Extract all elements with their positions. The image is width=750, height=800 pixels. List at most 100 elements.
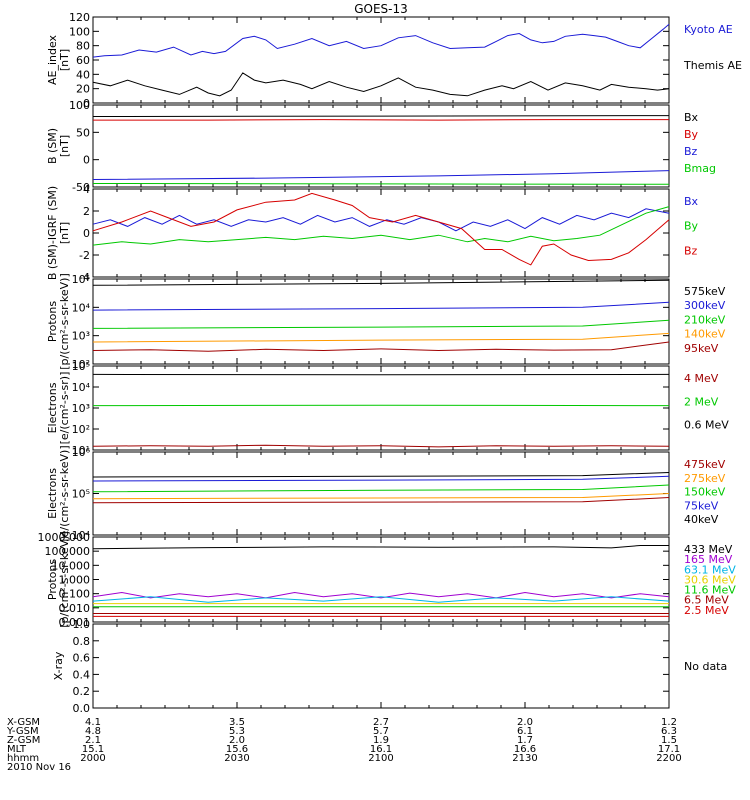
x-axis-value: 2.1	[85, 735, 101, 746]
x-axis-value: 4.8	[85, 726, 101, 737]
legend-entry: 6.5 MeV	[684, 594, 729, 607]
x-axis-value: 2100	[368, 753, 393, 764]
x-axis-value: 6.3	[661, 726, 677, 737]
panel-frame	[92, 623, 670, 709]
x-axis-value: 5.7	[373, 726, 389, 737]
y-tick-label: 10⁴	[72, 529, 91, 542]
panel-8: 0.0 0.2 0.4 0.6 0.8 1.0 X-ray No data	[52, 618, 727, 715]
legend-entry: 300keV	[684, 299, 726, 312]
y-tick-label: 60	[76, 54, 90, 67]
x-axis-value: 1.2	[661, 717, 677, 728]
y-tick-label: 10⁵	[72, 273, 90, 286]
date-label: 2010 Nov 16	[7, 762, 71, 773]
x-axis-value: 1.5	[661, 735, 677, 746]
legend-entry: By	[684, 220, 699, 233]
y-tick-label: 40	[76, 68, 90, 81]
legend-entry: 433 MeV	[684, 543, 733, 556]
x-axis-value: 2.0	[229, 735, 245, 746]
legend-entry: 2.5 MeV	[684, 604, 729, 617]
plot-title: GOES-13	[354, 2, 408, 16]
y-tick-label: 0.8	[73, 635, 91, 648]
x-axis-value: 2.7	[373, 717, 389, 728]
legend-entry: Bz	[684, 244, 698, 257]
y-tick-label: 0.6	[73, 652, 91, 665]
y-axis-label: B (SM)-IGRF (SM)[nT]	[46, 186, 71, 280]
x-axis-value: 2200	[656, 753, 681, 764]
legend-entry: 575keV	[684, 285, 726, 298]
panel-3: -4 -2 0 2 4 B (SM)-IGRF (SM)[nT] Bx By Bz	[46, 183, 699, 284]
y-tick-label: 2	[83, 205, 90, 218]
legend-entry: Themis AE	[683, 59, 742, 72]
x-axis-value: 15.6	[226, 744, 248, 755]
series-line-4-mev	[92, 444, 670, 448]
series-line-bx	[92, 115, 670, 117]
y-tick-label: 0	[83, 154, 90, 167]
x-axis-value: 2030	[224, 753, 249, 764]
y-tick-label: 10²	[72, 358, 90, 371]
series-line-by	[92, 206, 670, 246]
series-line-40kev	[92, 472, 670, 478]
legend-entry: 150keV	[684, 486, 726, 499]
legend-entry: 210keV	[684, 313, 726, 326]
y-tick-label: 10³	[72, 330, 90, 343]
series-line-150kev	[92, 484, 670, 493]
legend-entry: 4 MeV	[684, 372, 719, 385]
panel-frame	[92, 16, 670, 104]
legend-entry: 95keV	[684, 342, 719, 355]
panel-frame	[92, 278, 670, 365]
y-tick-label: 50	[76, 126, 90, 139]
y-tick-label: 0.100	[59, 588, 91, 601]
x-axis-value: 16.6	[514, 744, 536, 755]
x-axis-row-label: Y-GSM	[6, 726, 39, 737]
x-axis-value: 16.1	[370, 744, 392, 755]
series-line-kyoto-ae	[92, 23, 670, 58]
legend-entry: Bx	[684, 111, 699, 124]
panel-frame	[92, 536, 670, 623]
y-tick-label: 100.000	[45, 545, 91, 558]
y-tick-label: 0.4	[73, 668, 91, 681]
series-line-575kev	[92, 279, 670, 286]
x-axis-value: 6.1	[517, 726, 533, 737]
legend-entry: 30.6 MeV	[684, 573, 736, 586]
panel-frame	[92, 104, 670, 188]
y-tick-label: 10⁴	[72, 301, 91, 314]
y-tick-label: 10⁶	[72, 446, 91, 459]
y-axis-label: Protons[p/(cm²-s-sr-keV)]	[46, 531, 71, 628]
series-line-300kev	[92, 301, 670, 311]
no-data-note: No data	[684, 660, 727, 673]
x-axis-value: 2.0	[517, 717, 533, 728]
series-line-bmag	[92, 183, 670, 185]
y-tick-label: 100	[69, 25, 90, 38]
y-axis-label: Electrons[e/(cm²-s-sr-keV)]	[46, 445, 71, 541]
panel-frame	[92, 188, 670, 278]
x-axis-value: 1.9	[373, 735, 389, 746]
y-tick-label: 0.010	[59, 602, 91, 615]
legend-entry: 75keV	[684, 499, 719, 512]
legend-entry: Bz	[684, 145, 698, 158]
x-axis-value: 17.1	[658, 744, 680, 755]
legend-entry: 165 MeV	[684, 553, 733, 566]
y-tick-label: 10¹	[72, 444, 90, 457]
legend-entry: 11.6 MeV	[684, 584, 736, 597]
y-tick-label: 0.0	[73, 702, 91, 715]
x-axis-value: 2000	[80, 753, 105, 764]
legend-entry: 140keV	[684, 328, 726, 341]
series-line-63.1-mev	[92, 596, 670, 603]
x-axis-value: 15.1	[82, 744, 104, 755]
legend-entry: 475keV	[684, 458, 726, 471]
y-tick-label: 20	[76, 83, 90, 96]
y-tick-label: 100	[69, 99, 90, 112]
y-tick-label: 10.000	[52, 559, 91, 572]
y-tick-label: 10⁴	[72, 381, 91, 394]
y-tick-label: 0.001	[59, 616, 91, 629]
y-tick-label: 1.000	[59, 574, 91, 587]
legend-entry: 40keV	[684, 513, 719, 526]
y-axis-label: Electrons[e/(cm²-s-sr)]	[46, 372, 71, 445]
series-line-165-mev	[92, 591, 670, 599]
series-line-140kev	[92, 332, 670, 343]
y-tick-label: 120	[69, 11, 90, 24]
series-line-433-mev	[92, 545, 669, 550]
series-line-475kev	[92, 497, 670, 504]
legend-entry: 275keV	[684, 472, 726, 485]
